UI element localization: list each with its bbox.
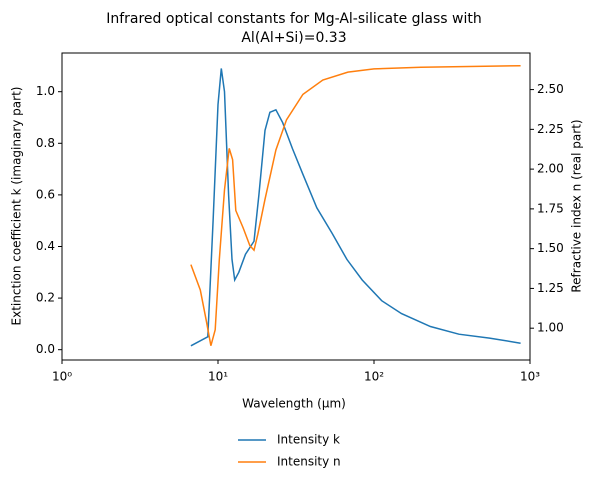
chart-subtitle: Al(Al+Si)=0.33	[241, 30, 346, 46]
y-tick-label: 0.0	[36, 342, 55, 356]
y2-tick-label: 1.00	[537, 321, 564, 335]
y2-tick-label: 1.75	[537, 201, 564, 215]
y-tick-label: 1.0	[36, 84, 55, 98]
y2-tick-label: 2.25	[537, 122, 564, 136]
y-tick-label: 0.6	[36, 187, 55, 201]
y2-tick-label: 1.50	[537, 241, 564, 255]
x-axis-label: Wavelength (μm)	[242, 397, 346, 411]
y-tick-label: 0.2	[36, 291, 55, 305]
x-tick-label: 10⁰	[52, 370, 72, 384]
y2-tick-label: 2.50	[537, 82, 564, 96]
x-tick-label: 10²	[364, 370, 384, 384]
x-tick-label: 10¹	[208, 370, 228, 384]
legend-label: Intensity n	[277, 455, 341, 469]
y2-axis-label: Refractive index n (real part)	[570, 119, 584, 292]
y2-tick-label: 1.25	[537, 281, 564, 295]
y-tick-label: 0.4	[36, 239, 55, 253]
series-line	[190, 68, 521, 347]
y-tick-label: 0.8	[36, 136, 55, 150]
plot-frame	[61, 52, 531, 361]
series-line	[190, 64, 521, 346]
y-axis-label: Extinction coefficient k (imaginary part…	[10, 87, 24, 326]
chart-title: Infrared optical constants for Mg-Al-sil…	[106, 11, 482, 27]
y2-tick-label: 2.00	[537, 162, 564, 176]
legend-label: Intensity k	[277, 433, 340, 447]
x-tick-label: 10³	[520, 370, 540, 384]
